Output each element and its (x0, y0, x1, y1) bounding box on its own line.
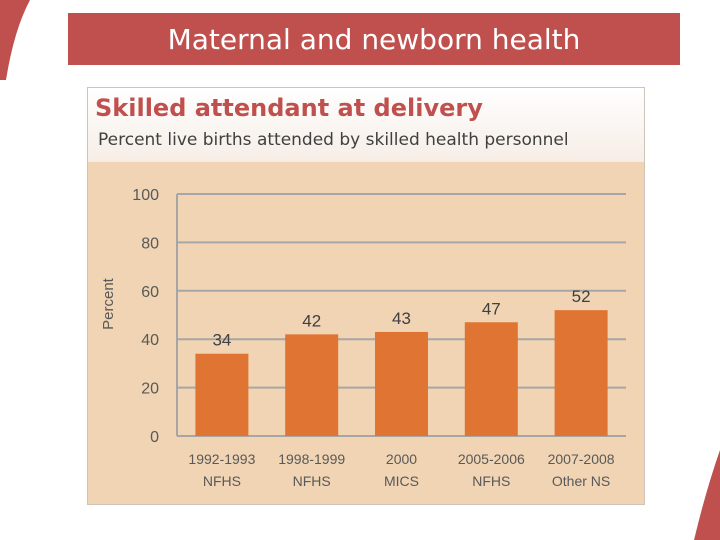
slide-title: Maternal and newborn health (167, 22, 581, 56)
y-tick-label: 60 (141, 284, 159, 301)
data-label: 34 (212, 331, 231, 350)
data-label: 47 (482, 299, 501, 318)
bar (375, 331, 428, 436)
bar (195, 353, 249, 436)
data-label: 42 (302, 311, 321, 330)
x-tick-sublabel: NFHS (203, 473, 241, 489)
x-tick-sublabel: Other NS (552, 473, 610, 489)
bar-chart: 0 20 40 60 80 100 34 1992-1993 NFHS 42 1998-1999 NF… (100, 187, 626, 489)
chart-panel: Skilled attendant at delivery Percent li… (87, 87, 645, 505)
y-tick-label: 40 (141, 332, 159, 349)
x-tick-sublabel: MICS (384, 473, 419, 489)
data-label: 52 (572, 287, 591, 306)
x-tick-label: 2005-2006 (458, 451, 525, 467)
x-tick-label: 1998-1999 (278, 451, 345, 467)
y-tick-label: 100 (132, 187, 159, 204)
x-tick-sublabel: NFHS (472, 473, 510, 489)
x-tick-label: 2000 (386, 451, 417, 467)
y-tick-label: 80 (141, 235, 159, 252)
slide-title-banner: Maternal and newborn health (68, 13, 680, 65)
data-label: 43 (392, 309, 411, 328)
chart-title: Skilled attendant at delivery (95, 94, 483, 122)
x-tick-sublabel: NFHS (293, 473, 331, 489)
top-left-corner-decoration (0, 0, 30, 80)
bar (554, 310, 608, 436)
x-tick-label: 1992-1993 (188, 451, 255, 467)
bar (285, 334, 339, 436)
y-tick-label: 20 (141, 381, 159, 398)
y-tick-label: 0 (150, 429, 159, 446)
bottom-right-corner-decoration (694, 450, 720, 540)
y-axis-label: Percent (100, 277, 117, 330)
bar (464, 322, 518, 436)
chart-header: Skilled attendant at delivery Percent li… (88, 88, 644, 162)
chart-subtitle: Percent live births attended by skilled … (98, 130, 569, 150)
x-tick-label: 2007-2008 (548, 451, 615, 467)
